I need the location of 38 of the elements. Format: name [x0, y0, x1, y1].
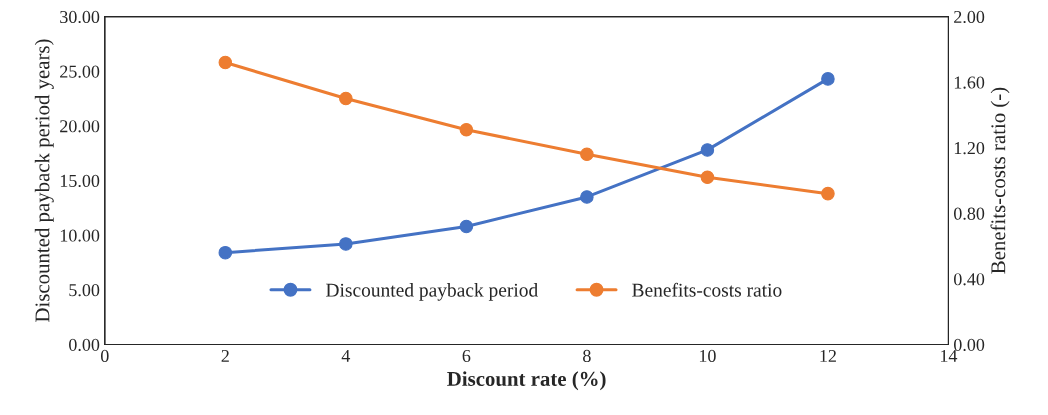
- point: [580, 147, 594, 162]
- y-tick-label: 10.00: [60, 229, 100, 242]
- x-tick-label: 6: [462, 349, 471, 363]
- x-tick-label: 14: [941, 349, 958, 362]
- y2-tick-label: 1.20: [954, 142, 985, 155]
- legend-label: Benefits-costs ratio: [632, 282, 782, 297]
- x-axis-title: Discount rate (%): [447, 371, 606, 391]
- x-tick-label: 0: [100, 349, 109, 363]
- x-tick-label: 10: [699, 349, 716, 363]
- point: [580, 190, 594, 204]
- y-tick-label: 5.00: [69, 284, 100, 297]
- y-tick-label: 25.00: [60, 65, 100, 78]
- y2-tick-label: 0.40: [953, 273, 985, 286]
- point: [218, 55, 233, 70]
- y2-tick-label: 0.00: [953, 338, 985, 351]
- y-tick-label: 30.00: [60, 10, 100, 24]
- x-tick-label: 4: [341, 349, 351, 362]
- y-tick-label: 20.00: [60, 120, 100, 133]
- legend-label: Discounted payback period: [326, 283, 538, 301]
- point: [459, 122, 474, 137]
- x-tick-label: 8: [583, 349, 591, 363]
- x-tick-label: 12: [820, 349, 836, 362]
- point: [821, 186, 835, 201]
- y2-axis-title: Benefits-costs ratio (-): [990, 87, 1010, 274]
- y2-tick-label: 2.00: [954, 10, 985, 24]
- point: [459, 219, 474, 234]
- point: [700, 170, 715, 185]
- point: [821, 72, 835, 86]
- point: [700, 143, 715, 157]
- point: [339, 91, 353, 106]
- point: [339, 237, 353, 251]
- y-tick-label: 0.00: [69, 338, 100, 351]
- y2-tick-label: 0.80: [953, 207, 985, 220]
- point: [218, 245, 233, 260]
- y-axis-title: Discounted payback period years): [34, 39, 54, 322]
- y-tick-label: 15.00: [60, 174, 100, 188]
- y2-tick-label: 1.60: [954, 76, 985, 89]
- x-tick-label: 2: [221, 349, 229, 362]
